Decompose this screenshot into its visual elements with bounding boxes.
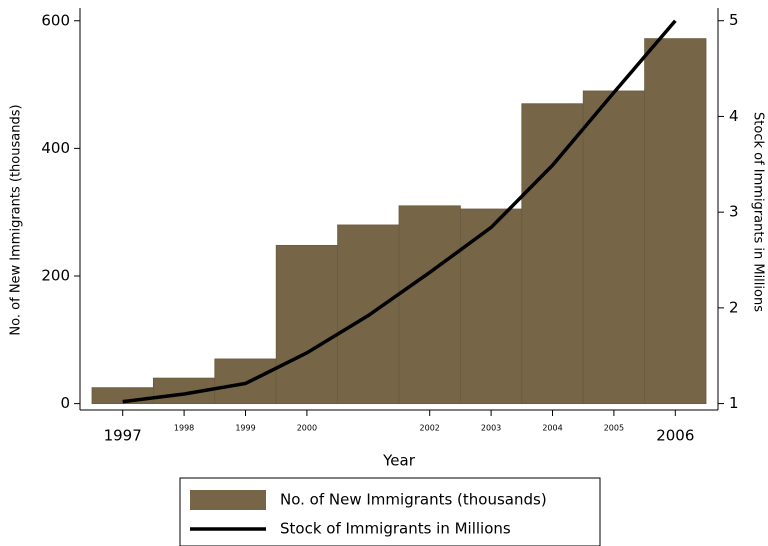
y-tick-label: 400	[41, 139, 70, 157]
x-axis-label: Year	[382, 452, 416, 470]
y2-tick-label: 2	[729, 298, 739, 316]
y2-axis-label: Stock of Immigrants in Millions	[751, 112, 766, 312]
x-tick-label: 1999	[235, 424, 255, 433]
legend-label: No. of New Immigrants (thousands)	[280, 491, 547, 509]
x-tick-label: 2004	[542, 424, 562, 433]
legend-label: Stock of Immigrants in Millions	[280, 520, 511, 538]
y2-tick-label: 1	[729, 394, 739, 412]
bar	[644, 38, 707, 405]
x-tick-label: 1997	[104, 427, 142, 445]
bar	[275, 244, 339, 405]
x-tick-label: 2002	[420, 424, 440, 433]
y-tick-label: 200	[41, 267, 70, 285]
y-tick-label: 600	[41, 11, 70, 29]
legend-swatch	[190, 490, 266, 510]
legend-box	[179, 477, 601, 546]
x-tick-label: 2005	[604, 424, 624, 433]
x-tick-label: 2006	[656, 427, 694, 445]
y-axis-label: No. of New Immigrants (thousands)	[9, 104, 24, 335]
x-tick-label: 1998	[174, 424, 194, 433]
x-tick-label: 2000	[297, 424, 317, 433]
bar	[214, 358, 277, 405]
bar	[521, 103, 584, 405]
line	[122, 19, 677, 404]
y2-tick-label: 5	[729, 11, 739, 29]
bar	[398, 205, 461, 405]
bar	[459, 208, 523, 405]
y-tick-label: 0	[60, 394, 70, 412]
x-tick-label: 2003	[481, 424, 501, 433]
y2-tick-label: 3	[729, 203, 739, 221]
bar	[582, 90, 646, 405]
y2-tick-label: 4	[729, 107, 739, 125]
